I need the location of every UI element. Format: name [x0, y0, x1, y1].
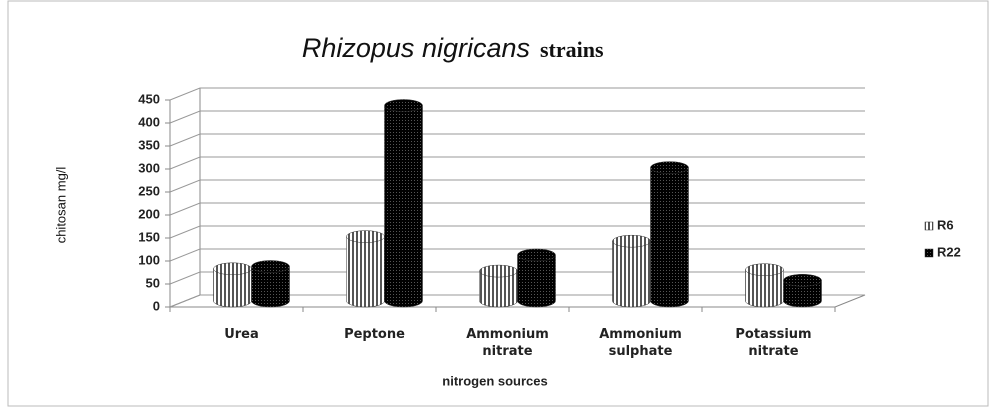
y-tick-label: 100 — [138, 252, 160, 267]
chart-title: strains — [540, 37, 604, 62]
y-tick-label: 450 — [138, 91, 160, 106]
bar — [517, 254, 556, 308]
y-tick-label: 0 — [153, 298, 160, 313]
y-tick-label: 400 — [138, 114, 160, 129]
bar — [346, 236, 385, 308]
grid-line — [169, 156, 865, 170]
legend-label: R22 — [937, 244, 961, 259]
bar-top — [745, 263, 784, 276]
bar-top — [612, 234, 651, 248]
bar-top — [783, 274, 822, 287]
grid-line — [169, 202, 865, 216]
grid-line — [169, 225, 865, 239]
bar — [384, 105, 423, 308]
bar — [745, 269, 784, 308]
y-tick-label: 300 — [138, 160, 160, 175]
x-tick-label: Peptone — [344, 327, 405, 342]
y-axis-label: chitosan mg/l — [53, 167, 68, 244]
y-tick-label: 50 — [146, 275, 160, 290]
legend-swatch — [924, 221, 934, 231]
bar — [251, 266, 290, 308]
x-tick-label: Ammonium sulphate — [599, 327, 682, 359]
bar-top — [213, 262, 252, 276]
bar-top — [479, 264, 518, 278]
bar-top — [517, 248, 556, 262]
grid-line — [169, 87, 865, 101]
bar — [213, 268, 252, 308]
grid-line — [169, 133, 865, 147]
bar — [783, 280, 822, 308]
frame — [7, 0, 989, 407]
y-tick-label: 150 — [138, 229, 160, 244]
legend-swatch — [924, 248, 934, 258]
legend-label: R6 — [937, 217, 954, 232]
y-tick-label: 200 — [138, 206, 160, 221]
x-axis-label: nitrogen sources — [442, 373, 547, 388]
y-tick-label: 250 — [138, 183, 160, 198]
bar-top — [346, 230, 385, 243]
grid-line — [169, 179, 865, 193]
x-tick-label: Urea — [224, 327, 259, 342]
y-tick-label: 350 — [138, 137, 160, 152]
bar — [650, 167, 689, 308]
chart-title: Rhizopus nigricans — [302, 33, 530, 63]
bar-top — [650, 161, 689, 174]
bar-top — [384, 99, 423, 112]
bar-top — [251, 260, 290, 273]
bar — [479, 270, 518, 308]
x-tick-label: Potassium nitrate — [735, 327, 812, 359]
bar — [612, 240, 651, 308]
grid-line — [169, 110, 865, 124]
x-tick-label: Ammonium nitrate — [466, 327, 549, 359]
